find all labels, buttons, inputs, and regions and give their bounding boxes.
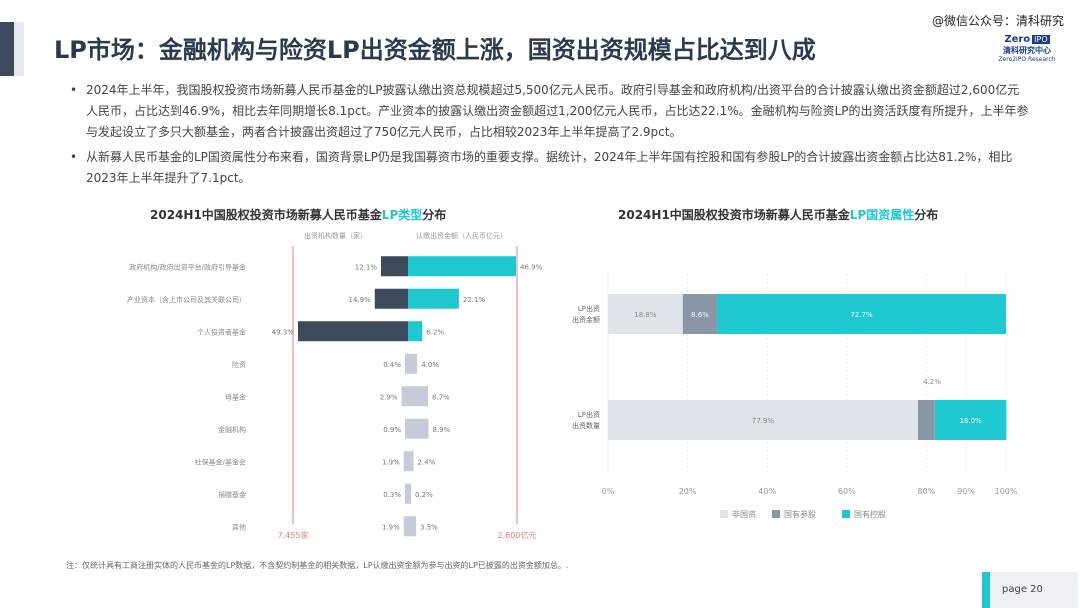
chart-title-lp-type: 2024H1中国股权投资市场新募人民币基金LP类型分布 <box>150 208 447 222</box>
category-label: 出资金额 <box>572 315 600 324</box>
x-tick-label: 40% <box>758 487 776 496</box>
bar-count <box>405 353 408 374</box>
value-label: 2.4% <box>418 458 436 466</box>
chart-title-state-owned: 2024H1中国股权投资市场新募人民币基金LP国资属性分布 <box>618 208 939 222</box>
value-label: 22.1% <box>463 296 486 304</box>
x-tick-label: 20% <box>679 487 697 496</box>
bar-count <box>381 256 408 277</box>
value-label: 8.9% <box>432 426 450 434</box>
value-label: 1.9% <box>382 523 400 531</box>
legend-swatch <box>772 510 780 518</box>
page-title: LP市场：金融机构与险资LP出资金额上涨，国资出资规模占比达到八成 <box>54 36 816 64</box>
legend-label: 国有参股 <box>784 509 816 519</box>
category-label: 母基金 <box>225 392 246 401</box>
title-accent-bar-light <box>14 22 24 76</box>
value-label: 3.5% <box>420 523 438 531</box>
category-label: LP出资 <box>578 410 600 419</box>
bar-count <box>405 483 408 504</box>
bar-amount <box>408 256 516 277</box>
legend-label: 认缴出资金额（人民币亿元） <box>416 231 507 240</box>
bar-amount <box>408 451 414 472</box>
value-label: 0.4% <box>383 361 401 369</box>
legend-label: 出资机构数量（家） <box>304 231 367 240</box>
value-label: 0.2% <box>415 491 433 499</box>
category-label: 其他 <box>232 522 246 531</box>
bar-amount <box>408 321 423 342</box>
bullet-item: 2024年上半年，我国股权投资市场新募人民币基金的LP披露认缴出资总规模超过5,… <box>70 80 1030 143</box>
category-label: 个人投资者基金 <box>197 327 246 336</box>
legend-label: 非国资 <box>732 509 756 519</box>
segment-label: 77.9% <box>752 417 775 425</box>
category-label: 政府机构/政府出资平台/政府引导基金 <box>129 262 246 271</box>
category-label: 社保基金/基金会 <box>195 457 246 466</box>
watermark: @微信公众号：清科研究 <box>931 14 1064 28</box>
bar-count <box>403 516 408 537</box>
bar-count <box>374 288 408 309</box>
bar-count <box>401 386 408 407</box>
total-label: 7,455家 <box>278 530 309 540</box>
category-label: 险资 <box>232 360 246 369</box>
bar-amount <box>408 516 417 537</box>
page-number: page 20 <box>1002 584 1043 595</box>
total-label: 2,600亿元 <box>498 530 537 540</box>
value-label: 4.0% <box>421 361 439 369</box>
segment-label: 8.6% <box>691 311 709 319</box>
x-tick-label: 90% <box>957 487 975 496</box>
stacked-segment <box>934 400 1007 440</box>
segment-label: 72.7% <box>850 311 873 319</box>
value-label: 0.9% <box>383 426 401 434</box>
title-accent-bar <box>0 22 14 76</box>
bar-amount <box>408 353 418 374</box>
bar-count <box>405 418 408 439</box>
value-label: 8.7% <box>432 393 450 401</box>
segment-label: 18.0% <box>959 417 982 425</box>
bar-amount <box>408 483 411 504</box>
value-label: 2.9% <box>380 393 398 401</box>
x-tick-label: 80% <box>918 487 936 496</box>
legend-label: 国有控股 <box>854 509 886 519</box>
stacked-segment <box>682 294 718 334</box>
value-label: 46.9% <box>520 263 543 271</box>
bullet-list: 2024年上半年，我国股权投资市场新募人民币基金的LP披露认缴出资总规模超过5,… <box>70 80 1030 193</box>
page-tab-accent <box>982 572 990 608</box>
category-label: 产业资本（含上市公司及其关联公司） <box>127 295 246 304</box>
bar-amount <box>408 386 429 407</box>
value-label: 0.3% <box>383 491 401 499</box>
value-label: 12.1% <box>355 263 378 271</box>
bar-amount <box>408 418 429 439</box>
category-label: 金融机构 <box>218 425 246 434</box>
category-label: 出资数量 <box>572 421 600 430</box>
segment-label: 4.2% <box>923 378 941 386</box>
stacked-segment <box>717 294 1006 334</box>
value-label: 1.9% <box>382 458 400 466</box>
segment-label: 18.8% <box>634 311 657 319</box>
x-tick-label: 100% <box>995 487 1018 496</box>
stacked-segment <box>608 294 683 334</box>
x-tick-label: 60% <box>838 487 856 496</box>
x-tick-label: 0% <box>602 487 615 496</box>
value-label: 49.3% <box>272 328 295 336</box>
page-tab <box>982 572 1078 608</box>
bullet-item: 从新募人民币基金的LP国资属性分布来看，国资背景LP仍是我国募资市场的重要支撑。… <box>70 147 1030 189</box>
category-label: LP出资 <box>578 304 600 313</box>
chart-lp-type: 出资机构数量（家） 认缴出资金额（人民币亿元） 7,455家 2,600亿元 政府机构/… <box>127 231 543 540</box>
logo: Zero IPO 清科研究中心 Zero2IPO Research <box>998 34 1056 63</box>
value-label: 6.2% <box>426 328 444 336</box>
bar-amount <box>408 288 459 309</box>
stacked-segment <box>918 400 935 440</box>
footnote: 注：仅统计具有工商注册实体的人民币基金的LP数据，不含契约制基金的相关数据，LP… <box>66 561 569 570</box>
category-label: 捐赠基金 <box>218 490 246 499</box>
stacked-segment <box>608 400 919 440</box>
bar-count <box>298 321 408 342</box>
bar-count <box>403 451 408 472</box>
value-label: 14.9% <box>349 296 372 304</box>
legend-swatch <box>842 510 850 518</box>
legend-swatch <box>720 510 728 518</box>
